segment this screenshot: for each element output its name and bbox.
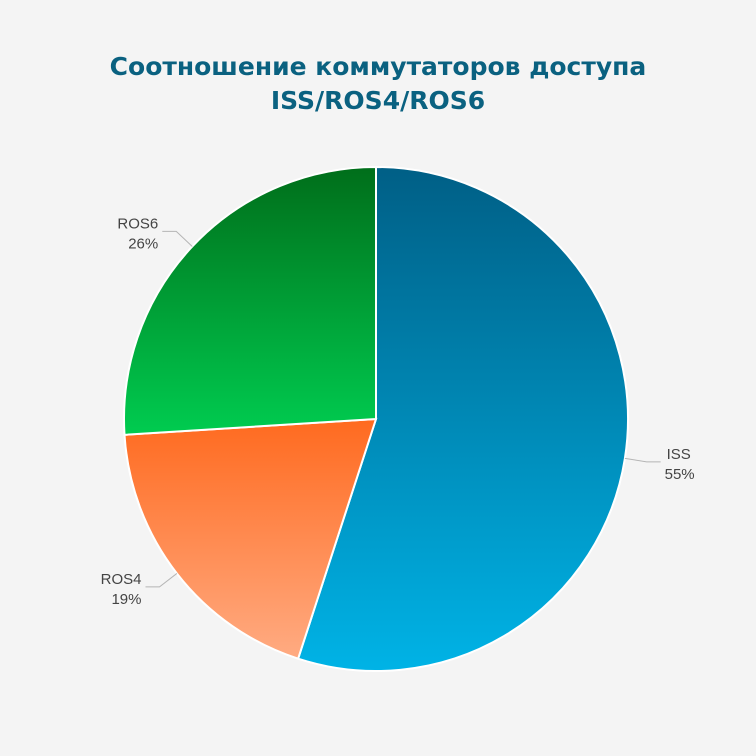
pie-slice-ros6: [123, 165, 377, 436]
leader-line-ros6: [162, 230, 193, 247]
slice-name-label-iss: ISS: [667, 446, 691, 463]
pie-slice-ros4: [123, 417, 378, 660]
leader-line-iss: [624, 457, 661, 463]
slice-name-label-ros4: ROS4: [101, 571, 142, 588]
slice-name-label-ros6: ROS6: [117, 215, 158, 232]
leader-line-ros4: [145, 573, 178, 588]
slice-value-label-ros6: 26%: [128, 235, 158, 252]
chart-title: Соотношение коммутаторов доступа ISS/ROS…: [0, 50, 756, 118]
slice-value-label-ros4: 19%: [111, 591, 141, 608]
chart-title-line-2: ISS/ROS4/ROS6: [270, 86, 486, 115]
slice-value-label-iss: 55%: [665, 466, 695, 483]
chart-title-line-1: Соотношение коммутаторов доступа: [109, 52, 647, 81]
